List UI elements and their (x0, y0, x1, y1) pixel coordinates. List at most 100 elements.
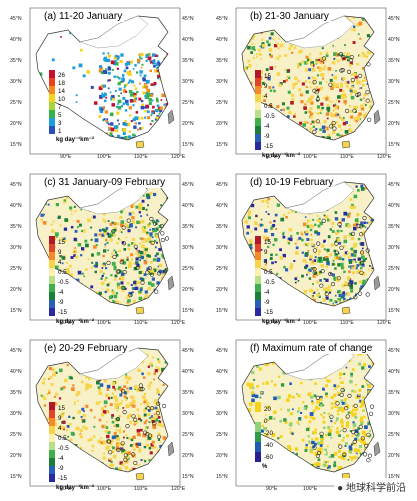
hainan-island (135, 140, 145, 149)
city-marker (128, 292, 133, 298)
panel-title: (a) 11-20 January (42, 11, 125, 22)
colorbar (255, 402, 261, 462)
mongolia-region (79, 15, 149, 49)
lat-label: 40°N (182, 203, 194, 209)
city-marker (152, 421, 157, 426)
city-marker (145, 431, 150, 437)
colorbar-segment (49, 308, 55, 316)
lat-label: 25°N (10, 432, 22, 438)
city-marker (162, 403, 167, 409)
city-marker (360, 250, 365, 255)
colorbar-tick: 4 (264, 259, 268, 266)
city-marker (336, 276, 341, 281)
colorbar-tick: 15 (264, 73, 271, 80)
lat-label: 25°N (182, 100, 194, 106)
city-marker (156, 434, 162, 439)
colorbar-tick: -9 (58, 465, 64, 472)
lat-label: 30°N (182, 79, 194, 85)
city-marker (367, 453, 373, 458)
city-marker (140, 280, 145, 285)
city-marker (359, 260, 365, 265)
city-marker (342, 427, 347, 433)
lat-label: 15°N (216, 142, 228, 148)
lat-label: 20°N (388, 121, 400, 127)
city-marker (120, 285, 126, 290)
lat-label: 40°N (388, 203, 400, 209)
city-marker (366, 432, 371, 437)
city-marker (332, 126, 337, 131)
city-marker (120, 441, 125, 446)
colorbar-tick: 15 (58, 239, 65, 246)
lat-label: 45°N (182, 16, 194, 22)
colorbar-tick: 15 (264, 239, 271, 246)
panel-title: (d) 10-19 February (248, 177, 336, 188)
city-marker (370, 404, 375, 409)
colorbar-segment (255, 402, 261, 412)
city-marker (119, 259, 124, 265)
city-marker (356, 223, 361, 229)
lat-label: 20°N (216, 121, 228, 127)
city-marker (365, 248, 370, 253)
china-map (235, 339, 387, 487)
city-marker (122, 409, 127, 415)
city-marker (345, 108, 350, 113)
china-map (29, 7, 181, 155)
city-marker (360, 436, 365, 441)
colorbar-segment (49, 110, 55, 118)
colorbar-segment (255, 134, 261, 142)
lat-label: 35°N (216, 58, 228, 64)
taiwan-island (167, 109, 175, 125)
colorbar-segment (49, 418, 55, 426)
lat-label: 45°N (182, 348, 194, 354)
city-marker (344, 406, 349, 411)
lon-label: 110°E (134, 486, 148, 492)
lat-label: 15°N (216, 308, 228, 314)
china-land (242, 348, 374, 472)
lon-label: 110°E (340, 154, 354, 160)
city-marker (357, 291, 363, 296)
colorbar-segment (49, 236, 55, 244)
city-marker (145, 270, 150, 275)
colorbar-tick: -20 (264, 430, 273, 437)
wechat-icon: ● (337, 483, 344, 494)
city-marker (338, 444, 343, 449)
colorbar-segment (49, 466, 55, 474)
city-marker (164, 236, 170, 241)
colorbar (255, 70, 261, 150)
colorbar-tick: 20 (264, 406, 271, 413)
lat-label: 15°N (216, 474, 228, 480)
city-marker (133, 460, 138, 466)
city-marker (319, 283, 324, 288)
lat-label: 40°N (182, 37, 194, 43)
lat-label: 20°N (216, 287, 228, 293)
city-marker (368, 411, 374, 416)
colorbar-segment (255, 308, 261, 316)
lat-label: 40°N (10, 203, 22, 209)
mongolia-region (285, 181, 355, 215)
city-marker (312, 129, 317, 134)
lat-label: 25°N (388, 100, 400, 106)
lon-label: 110°E (134, 320, 148, 326)
colorbar-segment (255, 70, 261, 78)
lon-label: 120°E (377, 320, 392, 326)
city-marker (363, 452, 368, 457)
colorbar-tick: -15 (264, 143, 273, 150)
city-marker (341, 54, 346, 60)
city-marker (156, 271, 162, 276)
city-marker (338, 51, 344, 57)
emission-cells (39, 18, 168, 140)
china-land (36, 16, 168, 140)
lon-label: 90°E (60, 154, 72, 160)
city-marker (353, 403, 358, 408)
lat-label: 30°N (10, 245, 22, 251)
mongolia-region (285, 15, 355, 49)
city-marker (359, 270, 364, 275)
lat-label: 15°N (10, 142, 22, 148)
taiwan-island (373, 109, 381, 125)
lat-label: 15°N (388, 474, 400, 480)
colorbar-segment (49, 402, 55, 410)
colorbar-tick: 5 (58, 112, 62, 119)
lat-label: 30°N (182, 411, 194, 417)
lat-label: 40°N (10, 369, 22, 375)
city-marker (352, 108, 357, 113)
